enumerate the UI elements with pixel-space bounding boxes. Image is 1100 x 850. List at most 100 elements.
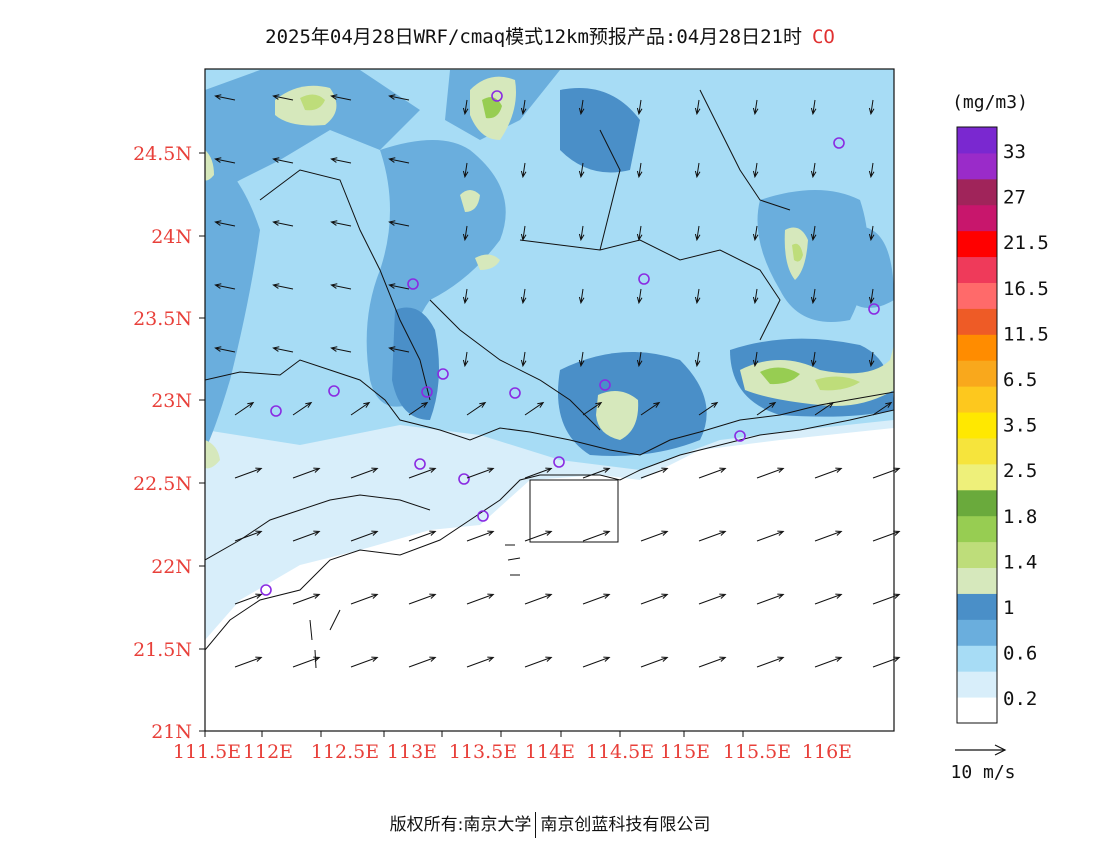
wind-vector (810, 162, 817, 179)
station-marker (553, 456, 565, 468)
wind-vector (698, 467, 727, 479)
patch-east-core2 (815, 376, 860, 391)
station-marker (638, 273, 650, 285)
y-tick-label: 24N (151, 226, 192, 248)
wind-vector (810, 288, 817, 305)
station-marker (270, 405, 282, 417)
patch-east-core1 (760, 367, 800, 385)
wind-vector (636, 162, 643, 179)
stations (260, 90, 880, 596)
wind-vector (756, 401, 777, 416)
colorbar-swatch (957, 515, 997, 543)
wind-vector (640, 593, 669, 605)
wind-vector (350, 401, 371, 416)
boundary-line-7 (205, 494, 431, 561)
station-marker (833, 137, 845, 149)
y-tick-label: 23N (151, 390, 192, 412)
field-sea-clean (205, 428, 894, 731)
wind-vector (752, 288, 759, 305)
boundaries (205, 89, 894, 669)
wind-vector (388, 283, 410, 290)
wind-vector (640, 467, 669, 479)
wind-legend: 10 m/s (950, 744, 1016, 783)
station-marker (407, 278, 419, 290)
wind-vector (214, 283, 236, 290)
wind-vector (578, 225, 585, 242)
boundary-line-1 (205, 359, 894, 456)
wind-vector (388, 346, 410, 353)
wind-vector (234, 467, 263, 479)
wind-vector (234, 593, 263, 605)
wind-vector (872, 401, 893, 416)
wind-vector (408, 530, 437, 542)
colorbar-swatch (957, 308, 997, 335)
colorbar-unit: (mg/m3) (952, 92, 1028, 113)
patch-ne-core (792, 243, 803, 262)
wind-vector (814, 656, 843, 668)
wind-vector (272, 157, 294, 164)
wind-vector (520, 288, 527, 305)
wind-legend-label: 10 m/s (950, 762, 1015, 783)
colorbar-swatch (957, 489, 997, 517)
field-east-edge (840, 226, 894, 308)
wind-vector (388, 220, 410, 227)
x-tick-label: 113.5E (449, 741, 517, 763)
wind-vector (872, 593, 901, 605)
x-tick-label: 114E (525, 741, 575, 763)
colorbar-swatch (957, 619, 997, 646)
footer-left: 版权所有:南京大学 (389, 815, 532, 835)
wind-vector (214, 220, 236, 227)
wind-vector (756, 656, 785, 668)
patch-north-core (482, 97, 502, 119)
colorbar-swatch (957, 360, 997, 387)
wind-vector (814, 401, 835, 416)
wind-vector (582, 401, 603, 416)
wind-vector (330, 94, 352, 101)
patch-nw-core (300, 94, 325, 111)
wind-vector (524, 530, 553, 542)
wind-vector (214, 346, 236, 353)
wind-vector (520, 225, 527, 242)
station-marker (477, 510, 489, 522)
wind-vector (350, 530, 379, 542)
wind-legend-arrowhead (994, 744, 1007, 756)
wind-vector (330, 220, 352, 227)
wind-vector (640, 530, 669, 542)
wind-vector (698, 593, 727, 605)
y-tick-label: 21N (151, 721, 192, 743)
wind-vector (578, 99, 585, 116)
patch-west (205, 440, 220, 469)
wind-vector (578, 351, 585, 368)
wind-vector (582, 593, 611, 605)
wind-vector (350, 656, 379, 668)
hong-kong-box (529, 479, 619, 543)
chart-title: 2025年04月28日WRF/cmaq模式12km预报产品:04月28日21时 C… (0, 22, 1100, 49)
wind-vector (582, 530, 611, 542)
colorbar-label: 3.5 (1003, 415, 1037, 437)
wind-vector (868, 351, 875, 368)
axis-labels: 111.5E 112E 112.5E 113E 113.5E 114E 114.… (133, 143, 852, 763)
colorbar-swatch (957, 437, 997, 465)
title-species: CO (811, 26, 835, 48)
colorbar-label: 1 (1003, 597, 1014, 619)
colorbar-label: 11.5 (1003, 323, 1049, 345)
wind-vector (524, 467, 553, 479)
wind-vector (636, 99, 643, 116)
wind-vector (698, 656, 727, 668)
wind-vector (292, 401, 313, 416)
wind-vector (234, 656, 263, 668)
x-tick-label: 113E (387, 741, 437, 763)
wind-vector (214, 94, 236, 101)
colorbar-swatch (957, 593, 997, 620)
wind-vector (466, 593, 495, 605)
colorbar: (mg/m3) 33 27 21.5 16.5 11.5 6.5 3.5 2.5 1.8 1.4 1… (952, 92, 1049, 724)
wind-vector (582, 656, 611, 668)
title-main: 2025年04月28日WRF/cmaq模式12km预报产品:04月28日21时 (265, 26, 802, 48)
wind-vector (872, 530, 901, 542)
patch-east-coast (740, 345, 894, 406)
wind-vector (272, 94, 294, 101)
wind-vector (694, 351, 701, 368)
wind-vector (330, 346, 352, 353)
colorbar-swatches (957, 127, 997, 724)
